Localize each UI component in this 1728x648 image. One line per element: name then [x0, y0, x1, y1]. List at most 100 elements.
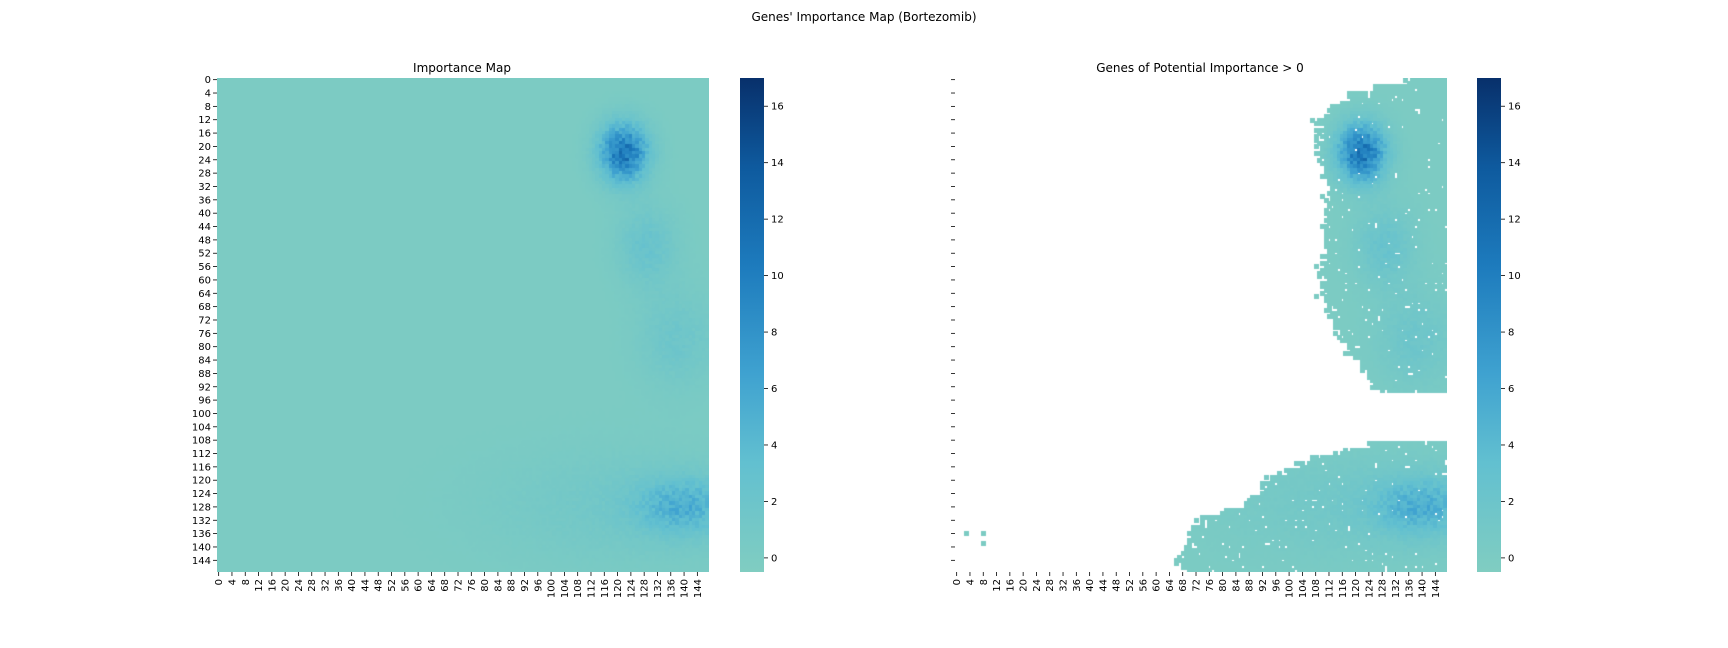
x-tick-label: 144 [1431, 579, 1442, 598]
x-tick-label: 84 [493, 579, 504, 592]
colorbar-tick-label: 12 [1508, 215, 1521, 226]
x-tick-label: 44 [1098, 579, 1109, 592]
x-tick-label: 60 [1152, 579, 1163, 592]
colorbar-tick-label: 6 [1508, 384, 1514, 395]
x-tick-label: 36 [1072, 579, 1083, 592]
y-tick-label: 104 [192, 422, 211, 433]
importance-map-title: Importance Map [413, 61, 511, 75]
y-tick-label: 100 [192, 409, 211, 420]
colorbar-tick-label: 8 [1508, 328, 1514, 339]
y-tick-label: 136 [192, 529, 211, 540]
x-tick-label: 76 [467, 579, 478, 592]
x-tick-label: 136 [666, 579, 677, 598]
x-tick-label: 116 [600, 579, 611, 598]
x-tick-label: 96 [1271, 579, 1282, 592]
y-tick-label: 60 [198, 275, 211, 286]
x-tick-label: 112 [586, 579, 597, 598]
y-tick-label: 140 [192, 542, 211, 553]
x-tick-label: 64 [427, 579, 438, 592]
x-tick-label: 28 [307, 579, 318, 592]
figure-suptitle: Genes' Importance Map (Bortezomib) [0, 10, 1728, 24]
x-tick-label: 48 [1112, 579, 1123, 592]
x-tick-label: 136 [1404, 579, 1415, 598]
colorbar-tick-label: 2 [771, 497, 777, 508]
y-tick-label: 12 [198, 115, 211, 126]
x-tick-label: 88 [507, 579, 518, 592]
x-tick-label: 8 [241, 579, 252, 585]
x-tick-label: 120 [613, 579, 624, 598]
x-tick-label: 128 [640, 579, 651, 598]
x-tick-label: 8 [979, 579, 990, 585]
colorbar-gradient [740, 78, 764, 572]
x-tick-label: 116 [1338, 579, 1349, 598]
y-tick-label: 32 [198, 182, 211, 193]
x-tick-label: 100 [1285, 579, 1296, 598]
x-tick-label: 100 [547, 579, 558, 598]
x-tick-label: 124 [1364, 579, 1375, 598]
x-tick-label: 40 [1085, 579, 1096, 592]
x-tick-label: 72 [454, 579, 465, 592]
y-tick-label: 72 [198, 315, 211, 326]
x-tick-label: 64 [1165, 579, 1176, 592]
importance-map-canvas [217, 78, 709, 572]
x-tick-label: 92 [1258, 579, 1269, 592]
x-tick-label: 0 [214, 579, 225, 585]
x-tick-label: 4 [227, 579, 238, 585]
y-tick-label: 56 [198, 262, 211, 273]
x-tick-label: 96 [533, 579, 544, 592]
y-tick-label: 8 [205, 102, 211, 113]
x-tick-label: 60 [414, 579, 425, 592]
x-tick-label: 128 [1378, 579, 1389, 598]
x-tick-label: 124 [626, 579, 637, 598]
y-tick-label: 132 [192, 516, 211, 527]
colorbar-tick-label: 6 [771, 384, 777, 395]
y-tick-label: 64 [198, 289, 211, 300]
y-tick-label: 120 [192, 476, 211, 487]
colorbar-tick-label: 4 [1508, 440, 1514, 451]
potential-importance-heatmap [955, 78, 1447, 572]
y-tick-label: 80 [198, 342, 211, 353]
x-tick-label: 80 [1218, 579, 1229, 592]
x-tick-label: 52 [1125, 579, 1136, 592]
x-tick-label: 48 [374, 579, 385, 592]
y-tick-label: 112 [192, 449, 211, 460]
y-tick-label: 28 [198, 169, 211, 180]
potential-importance-title: Genes of Potential Importance > 0 [1096, 61, 1304, 75]
x-tick-label: 36 [334, 579, 345, 592]
x-tick-label: 68 [440, 579, 451, 592]
x-tick-label: 88 [1245, 579, 1256, 592]
x-tick-label: 68 [1178, 579, 1189, 592]
potential-importance-axes: 0 4 8 12 16 20 24 28 32 36 40 44 48 52 56 60 64 68 72 76 80 8… [951, 79, 1442, 598]
y-tick-label: 68 [198, 302, 211, 313]
x-tick-label: 12 [992, 579, 1003, 592]
colorbar-tick-label: 10 [771, 271, 784, 282]
y-tick-label: 92 [198, 382, 211, 393]
x-tick-label: 16 [267, 579, 278, 592]
x-tick-label: 4 [965, 579, 976, 585]
x-tick-label: 16 [1005, 579, 1016, 592]
y-tick-label: 124 [192, 489, 211, 500]
x-tick-label: 112 [1324, 579, 1335, 598]
y-tick-label: 36 [198, 195, 211, 206]
x-tick-label: 144 [693, 579, 704, 598]
x-tick-label: 140 [680, 579, 691, 598]
y-tick-label: 88 [198, 369, 211, 380]
y-tick-label: 24 [198, 155, 211, 166]
x-tick-label: 104 [560, 579, 571, 598]
colorbar-tick-label: 0 [771, 553, 777, 564]
y-tick-label: 44 [198, 222, 211, 233]
x-tick-label: 72 [1192, 579, 1203, 592]
colorbar-tick-label: 0 [1508, 553, 1514, 564]
y-tick-label: 52 [198, 249, 211, 260]
x-tick-label: 56 [1138, 579, 1149, 592]
colorbar-tick-label: 12 [771, 215, 784, 226]
x-tick-label: 56 [400, 579, 411, 592]
x-tick-label: 44 [360, 579, 371, 592]
y-tick-label: 84 [198, 356, 211, 367]
colorbar-tick-label: 16 [1508, 102, 1521, 113]
colorbar-tick-label: 14 [1508, 158, 1521, 169]
x-tick-label: 84 [1231, 579, 1242, 592]
x-tick-label: 40 [347, 579, 358, 592]
